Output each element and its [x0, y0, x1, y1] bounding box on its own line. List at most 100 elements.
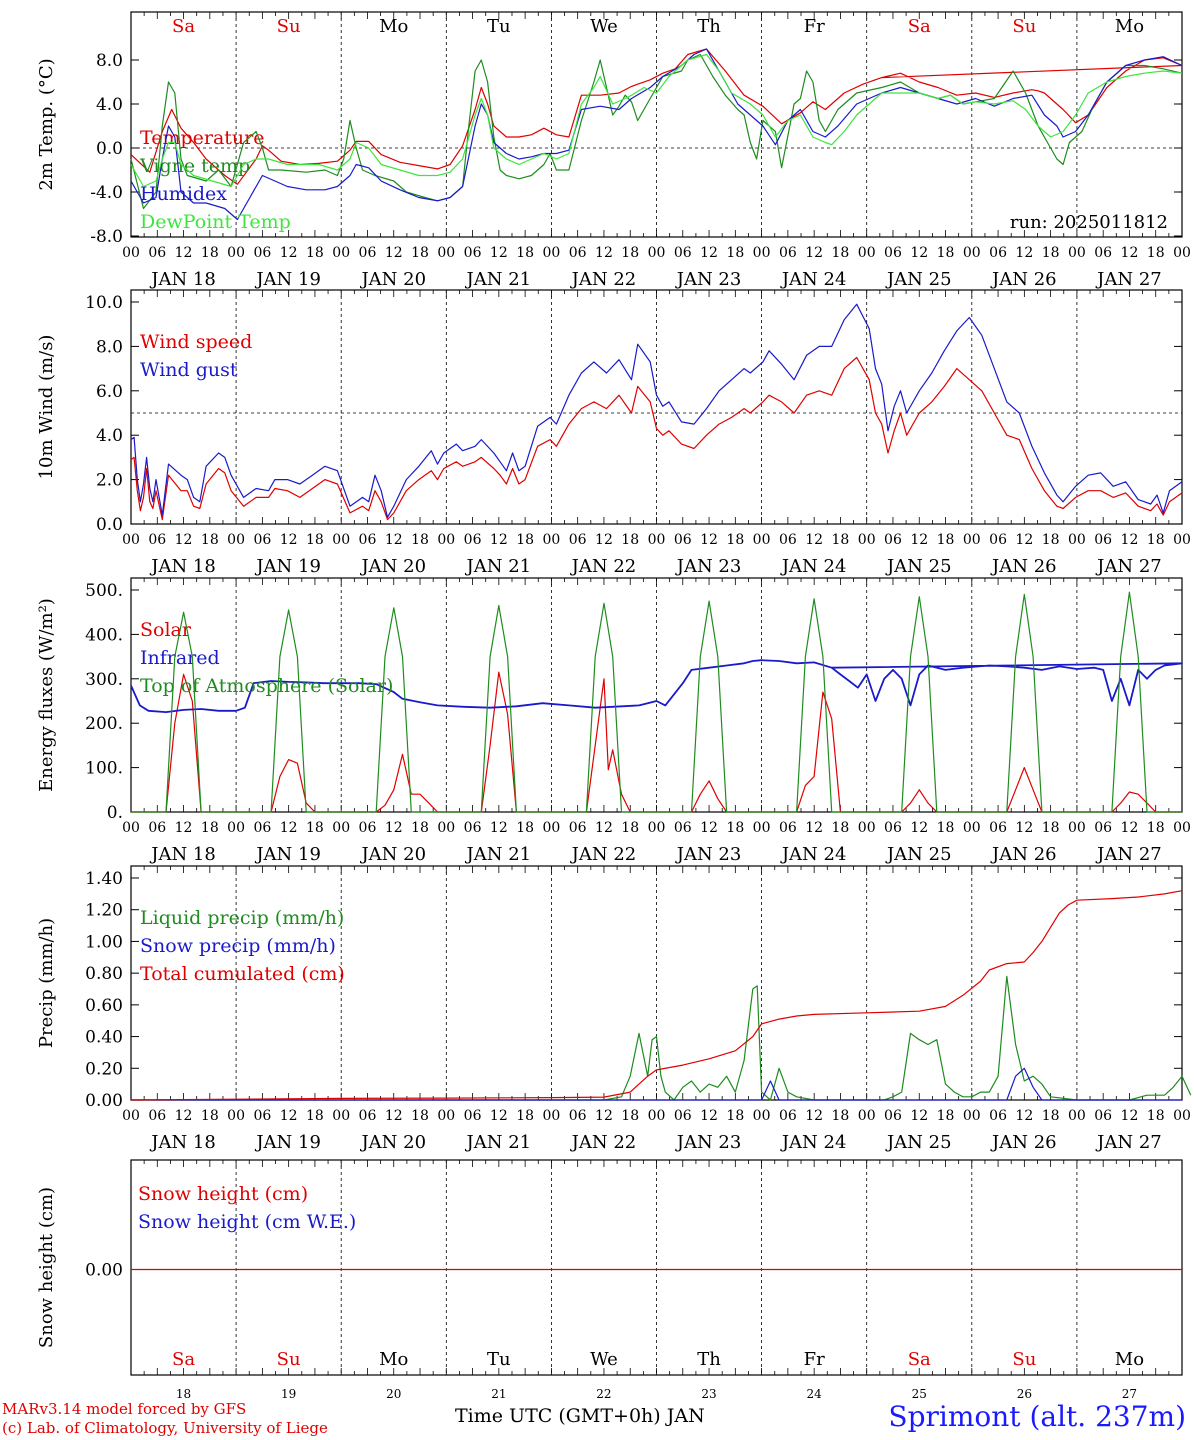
legend-entry: Vigne temp: [139, 155, 250, 177]
x-hour-label: 00: [1173, 245, 1191, 261]
x-day-label: JAN 22: [570, 844, 637, 865]
x-hour-label: 18: [201, 1108, 219, 1124]
x-hour-label: 12: [175, 820, 193, 836]
x-day-label: JAN 18: [149, 844, 216, 865]
weekday-label: We: [590, 1349, 618, 1370]
x-hour-label: 12: [1121, 532, 1139, 548]
x-hour-label: 18: [201, 532, 219, 548]
x-hour-label: 06: [779, 532, 797, 548]
x-hour-label: 18: [1147, 532, 1165, 548]
y-tick-label: 500.: [85, 581, 123, 601]
x-hour-label: 12: [175, 532, 193, 548]
x-hour-label: 18: [411, 245, 429, 261]
x-hour-label: 06: [359, 820, 377, 836]
x-hour-label: 18: [621, 245, 639, 261]
x-hour-label: 12: [385, 820, 403, 836]
x-hour-label: 12: [805, 245, 823, 261]
x-day-label: JAN 22: [570, 269, 637, 290]
x-hour-label: 18: [306, 245, 324, 261]
x-hour-label: 18: [726, 532, 744, 548]
x-hour-label: 06: [989, 245, 1007, 261]
x-hour-label: 12: [1015, 532, 1033, 548]
x-hour-label: 00: [122, 532, 140, 548]
x-hour-label: 18: [1042, 245, 1060, 261]
x-day-label: JAN 20: [359, 844, 426, 865]
series-line-vigne-temp: [130, 53, 1183, 210]
y-tick-label: 1.20: [85, 901, 123, 921]
x-hour-label: 00: [648, 532, 666, 548]
x-hour-label: 00: [1173, 1108, 1191, 1124]
x-day-label: JAN 27: [1095, 269, 1162, 290]
x-day-label: JAN 24: [780, 844, 847, 865]
x-hour-label: 06: [779, 245, 797, 261]
x-day-label: JAN 18: [149, 556, 216, 577]
y-tick-label: -8.0: [90, 227, 123, 247]
series-line-wind-gust: [130, 303, 1183, 518]
y-tick-label: 4.0: [96, 95, 123, 115]
x-hour-label: 18: [621, 1108, 639, 1124]
x-hour-label: 00: [122, 1108, 140, 1124]
weekday-label: Th: [697, 16, 721, 37]
y-tick-label: 10.0: [85, 293, 123, 313]
x-hour-label: 06: [884, 820, 902, 836]
y-tick-label: 0.80: [85, 964, 123, 984]
x-hour-label: 12: [595, 820, 613, 836]
x-hour-label: 12: [175, 1108, 193, 1124]
x-day-label: JAN 25: [885, 844, 952, 865]
x-hour-label: 12: [490, 1108, 508, 1124]
x-hour-label: 00: [753, 820, 771, 836]
legend-entry: Temperature: [140, 127, 264, 149]
x-day-label: JAN 26: [990, 269, 1057, 290]
x-hour-label: 12: [1015, 245, 1033, 261]
x-hour-label: 12: [910, 820, 928, 836]
x-hour-label: 06: [464, 532, 482, 548]
x-day-label: JAN 24: [780, 1132, 847, 1153]
y-tick-label: 6.0: [96, 382, 123, 402]
weekday-label: Mo: [379, 1349, 408, 1370]
x-hour-label: 00: [753, 532, 771, 548]
x-hour-label: 06: [779, 820, 797, 836]
weekday-label: Mo: [1115, 1349, 1144, 1370]
x-hour-label: 00: [963, 245, 981, 261]
x-hour-label: 06: [359, 245, 377, 261]
x-day-label: JAN 27: [1095, 1132, 1162, 1153]
series-line-wind-speed: [130, 356, 1183, 521]
y-tick-label: 1.00: [85, 932, 123, 952]
x-hour-label: 06: [148, 1108, 166, 1124]
x-hour-label: 18: [306, 1108, 324, 1124]
x-hour-label: 06: [253, 1108, 271, 1124]
series-line-snow-precip-mm-h-: [131, 1067, 1182, 1101]
x-hour-label: 18: [411, 532, 429, 548]
x-hour-label: 18: [621, 820, 639, 836]
x-hour-label: 06: [148, 820, 166, 836]
legend-entry: DewPoint Temp: [140, 211, 291, 233]
x-day-label: JAN 19: [254, 556, 321, 577]
x-day-label: JAN 19: [254, 1132, 321, 1153]
series-line-total-cumulated-cm-: [130, 890, 1183, 1101]
x-day-label: JAN 18: [149, 1132, 216, 1153]
series-line-temperature: [130, 48, 1183, 185]
y-axis-label: 2m Temp. (°C): [36, 58, 57, 190]
y-tick-label: 8.0: [96, 51, 123, 71]
x-axis-title: Time UTC (GMT+0h) JAN: [455, 1405, 705, 1427]
x-day-label: JAN 18: [149, 269, 216, 290]
x-day-label: JAN 21: [465, 269, 532, 290]
x-hour-label: 00: [332, 532, 350, 548]
x-hour-label: 06: [253, 820, 271, 836]
x-hour-label: 12: [910, 245, 928, 261]
x-hour-label: 12: [910, 532, 928, 548]
y-tick-label: 300.: [85, 670, 123, 690]
x-hour-label: 18: [306, 532, 324, 548]
legend-entry: Snow height (cm W.E.): [138, 1211, 356, 1233]
x-hour-label: 00: [648, 1108, 666, 1124]
x-hour-label: 18: [411, 1108, 429, 1124]
x-hour-label: 00: [437, 532, 455, 548]
x-hour-label: 00: [542, 1108, 560, 1124]
x-hour-label: 06: [1094, 1108, 1112, 1124]
y-axis-label: Snow height (cm): [36, 1187, 57, 1348]
weekday-label: Fr: [804, 1349, 825, 1370]
x-day-label: JAN 19: [254, 844, 321, 865]
x-hour-label: 18: [411, 820, 429, 836]
legend-entry: Snow height (cm): [138, 1183, 308, 1205]
y-axis-label: Energy fluxes (W/m²): [36, 598, 57, 792]
